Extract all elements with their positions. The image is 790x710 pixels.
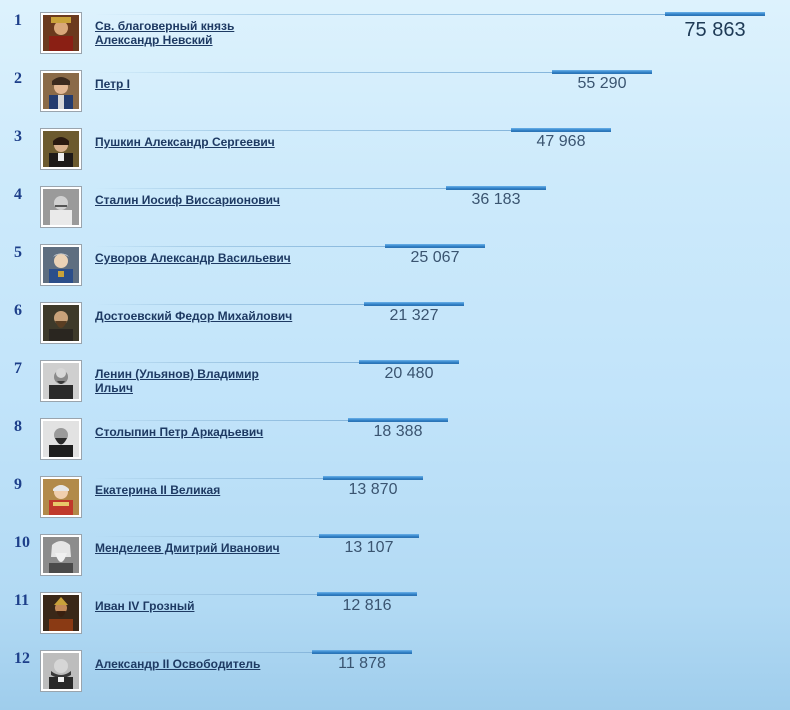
rating-bar (385, 244, 485, 248)
connector-line (95, 478, 323, 479)
rating-value: 21 327 (389, 307, 439, 324)
person-name-link[interactable]: Достоевский Федор Михайлович (95, 309, 293, 323)
rank-number: 6 (14, 302, 22, 319)
rating-value: 12 816 (342, 597, 392, 614)
rank-number: 11 (14, 592, 30, 609)
connector-line (95, 652, 312, 653)
rank-number: 8 (14, 418, 22, 435)
rating-bar (446, 186, 546, 190)
rating-bar (312, 650, 412, 654)
rank-number: 2 (14, 70, 22, 87)
person-name-link[interactable]: Столыпин Петр Аркадьевич (95, 425, 264, 439)
connector-line (95, 420, 348, 421)
connector-line (95, 188, 446, 189)
rating-row: 7 Ленин (Ульянов) Владимир Ильич 20 480 (0, 360, 790, 418)
portrait-suvorov-icon[interactable] (40, 244, 82, 286)
portrait-stalin-icon[interactable] (40, 186, 82, 228)
person-name-link[interactable]: Менделеев Дмитрий Иванович (95, 541, 280, 555)
rating-value: 11 878 (338, 655, 386, 672)
person-name-link[interactable]: Суворов Александр Васильевич (95, 251, 291, 265)
person-name-link[interactable]: Петр I (95, 77, 131, 91)
person-name-link[interactable]: Сталин Иосиф Виссарионович (95, 193, 281, 207)
rank-number: 3 (14, 128, 22, 145)
portrait-alexander-nevsky-icon[interactable] (40, 12, 82, 54)
rating-row: 1 Св. благоверный князь Александр Невский… (0, 12, 790, 70)
rating-value: 18 388 (373, 423, 423, 440)
rating-value: 25 067 (410, 249, 460, 266)
rating-row: 11 Иван IV Грозный 12 816 (0, 592, 790, 650)
person-name-link[interactable]: Ленин (Ульянов) Владимир Ильич (95, 367, 259, 395)
rating-row: 9 Екатерина II Великая 13 870 (0, 476, 790, 534)
rating-bar (665, 12, 765, 16)
portrait-ivan-iv-icon[interactable] (40, 592, 82, 634)
person-name-link[interactable]: Пушкин Александр Сергеевич (95, 135, 275, 149)
person-name-link[interactable]: Св. благоверный князь Александр Невский (95, 19, 235, 47)
rating-value: 20 480 (384, 365, 434, 382)
rating-row: 3 Пушкин Александр Сергеевич 47 968 (0, 128, 790, 186)
rating-row: 2 Петр I 55 290 (0, 70, 790, 128)
connector-line (95, 130, 511, 131)
rating-row: 12 Александр II Освободитель 11 878 (0, 650, 790, 708)
portrait-mendeleev-icon[interactable] (40, 534, 82, 576)
person-name-link[interactable]: Александр II Освободитель (95, 657, 261, 671)
portrait-alexander-ii-icon[interactable] (40, 650, 82, 692)
rating-value: 13 107 (344, 539, 394, 556)
connector-line (95, 536, 319, 537)
portrait-pushkin-icon[interactable] (40, 128, 82, 170)
rating-bar (364, 302, 464, 306)
connector-line (95, 72, 552, 73)
rank-number: 10 (14, 534, 30, 551)
person-name-link[interactable]: Екатерина II Великая (95, 483, 221, 497)
rating-value: 47 968 (536, 133, 586, 150)
rating-row: 6 Достоевский Федор Михайлович 21 327 (0, 302, 790, 360)
rating-value: 36 183 (471, 191, 521, 208)
rating-value: 13 870 (348, 481, 398, 498)
rating-bar (348, 418, 448, 422)
rating-row: 4 Сталин Иосиф Виссарионович 36 183 (0, 186, 790, 244)
rating-value: 75 863 (684, 19, 746, 41)
rating-bar (317, 592, 417, 596)
rank-number: 5 (14, 244, 22, 261)
rank-number: 1 (14, 12, 22, 29)
rating-bar (359, 360, 459, 364)
rank-number: 12 (14, 650, 30, 667)
connector-line (95, 594, 317, 595)
rank-number: 7 (14, 360, 22, 377)
rating-row: 8 Столыпин Петр Аркадьевич 18 388 (0, 418, 790, 476)
portrait-catherine-ii-icon[interactable] (40, 476, 82, 518)
rank-number: 4 (14, 186, 22, 203)
connector-line (95, 362, 359, 363)
connector-line (95, 14, 665, 15)
person-name-link[interactable]: Иван IV Грозный (95, 599, 195, 613)
connector-line (95, 246, 385, 247)
rating-bar (511, 128, 611, 132)
rating-row: 5 Суворов Александр Васильевич 25 067 (0, 244, 790, 302)
rating-bar (323, 476, 423, 480)
rating-bar (319, 534, 419, 538)
portrait-dostoevsky-icon[interactable] (40, 302, 82, 344)
rating-bar (552, 70, 652, 74)
portrait-stolypin-icon[interactable] (40, 418, 82, 460)
rating-value: 55 290 (577, 75, 627, 92)
rating-row: 10 Менделеев Дмитрий Иванович 13 107 (0, 534, 790, 592)
rank-number: 9 (14, 476, 22, 493)
portrait-lenin-icon[interactable] (40, 360, 82, 402)
portrait-peter-i-icon[interactable] (40, 70, 82, 112)
connector-line (95, 304, 364, 305)
